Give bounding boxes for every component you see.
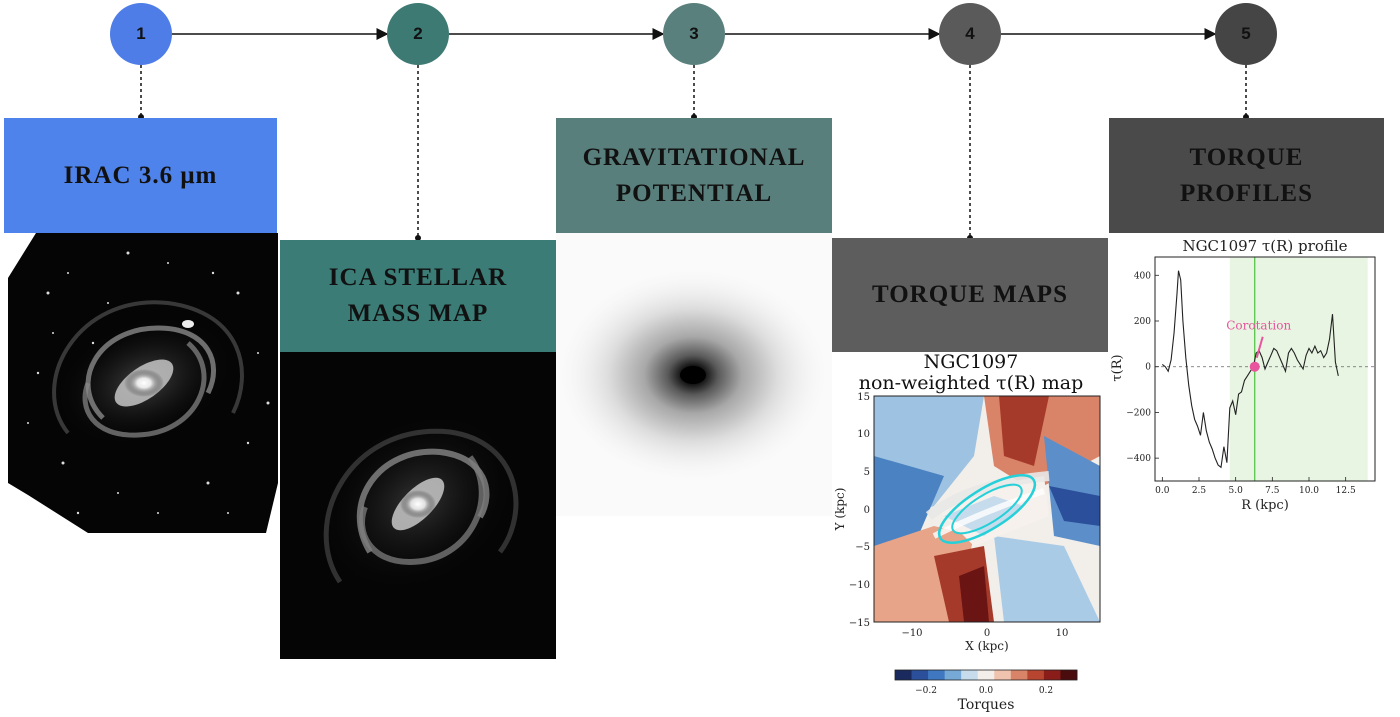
y-tick-label: 200 <box>1134 317 1151 327</box>
step-label-3: GRAVITATIONAL POTENTIAL <box>556 118 832 233</box>
step-circle-1: 1 <box>110 3 172 65</box>
torque-profile-panel: NGC1097 τ(R) profile Corotation 0.0 2.5 5.0… <box>1109 233 1384 518</box>
connector-dot-2 <box>415 235 421 241</box>
potential-map <box>556 233 832 516</box>
corotation-arrow <box>1255 336 1264 358</box>
chart-title: NGC1097 τ(R) profile <box>1182 237 1347 255</box>
colorbar-cell <box>1043 670 1061 680</box>
colorbar-cell <box>961 670 979 680</box>
step-label-2: ICA STELLAR MASS MAP <box>280 240 556 352</box>
step-label-5: TORQUE PROFILES <box>1109 118 1384 233</box>
colorbar-ticks: −0.2 0.0 0.2 <box>915 686 1053 696</box>
colorbar-cell <box>944 670 962 680</box>
corotation-annotation: Corotation <box>1226 319 1291 333</box>
step-circle-2: 2 <box>387 3 449 65</box>
xtick-m10: −10 <box>901 628 922 639</box>
corotation-marker <box>1249 361 1260 372</box>
x-tick-label: 7.5 <box>1265 486 1280 496</box>
torque-map-figure: 15 10 5 0 −5 −10 −15 −10 0 10 X (kpc) Y … <box>833 392 1101 713</box>
xtick-10: 10 <box>1056 628 1069 639</box>
x-tick-label: 5.0 <box>1229 486 1244 496</box>
ytick-10: 10 <box>857 429 870 440</box>
colorbar-label: Torques <box>958 697 1015 713</box>
torque-map-plot <box>873 395 1101 623</box>
potential-image <box>556 233 832 516</box>
colorbar-cell <box>911 670 929 680</box>
torque-profile-chart: NGC1097 τ(R) profile Corotation 0.0 2.5 5.0… <box>1110 237 1376 513</box>
chart-xlabel: R (kpc) <box>1241 498 1289 513</box>
x-tick-label: 12.5 <box>1336 486 1356 496</box>
colorbar-tick-0: 0.0 <box>979 686 994 696</box>
ytick-5: 5 <box>864 467 870 478</box>
x-tick-label: 0.0 <box>1155 486 1170 496</box>
colorbar-cell <box>895 670 912 680</box>
ytick-15: 15 <box>857 392 870 403</box>
irac-galaxy-image <box>8 233 278 533</box>
series-line <box>1161 270 1339 469</box>
torque-map-yticks: 15 10 5 0 −5 −10 −15 <box>849 392 870 629</box>
y-tick-label: −400 <box>1126 454 1151 464</box>
ytick-0: 0 <box>864 505 870 516</box>
irac-image <box>8 233 278 533</box>
torque-map-title-1: NGC1097 <box>923 352 1019 373</box>
colorbar-cell <box>1060 670 1078 680</box>
torque-map-ylabel: Y (kpc) <box>833 488 847 532</box>
y-tick-label: 0 <box>1145 363 1151 373</box>
torque-map-xticks: −10 0 10 <box>901 628 1068 639</box>
y-tick-label: −200 <box>1126 408 1151 418</box>
stellar-mass-galaxy-image <box>315 408 521 596</box>
torque-map-title-2: non-weighted τ(R) map <box>858 372 1084 394</box>
step-label-1: IRAC 3.6 μm <box>4 118 277 233</box>
colorbar <box>894 669 1078 681</box>
connectors <box>140 65 1247 237</box>
torque-map-xlabel: X (kpc) <box>965 639 1008 653</box>
colorbar-tick-02: 0.2 <box>1039 686 1053 696</box>
ytick-m15: −15 <box>849 618 870 629</box>
step-circle-4: 4 <box>939 3 1001 65</box>
colorbar-cell <box>977 670 995 680</box>
stellar-mass-image <box>280 352 556 659</box>
y-tick-label: 400 <box>1134 271 1151 281</box>
step-circle-5: 5 <box>1215 3 1277 65</box>
x-tick-label: 10.0 <box>1299 486 1319 496</box>
colorbar-cell <box>994 670 1012 680</box>
colorbar-cell <box>1027 670 1045 680</box>
colorbar-cell <box>1010 670 1028 680</box>
colorbar-tick-m02: −0.2 <box>915 686 937 696</box>
chart-ylabel: τ(R) <box>1110 354 1125 381</box>
x-tick-label: 2.5 <box>1192 486 1207 496</box>
step-label-4: TORQUE MAPS <box>832 238 1108 352</box>
ytick-m5: −5 <box>855 542 870 553</box>
xtick-0: 0 <box>984 628 990 639</box>
torque-map-panel: NGC1097 non-weighted τ(R) map 15 <box>832 352 1110 717</box>
colorbar-cell <box>928 670 946 680</box>
plot-frame <box>1154 256 1376 482</box>
step-circle-3: 3 <box>663 3 725 65</box>
ytick-m10: −10 <box>849 580 870 591</box>
